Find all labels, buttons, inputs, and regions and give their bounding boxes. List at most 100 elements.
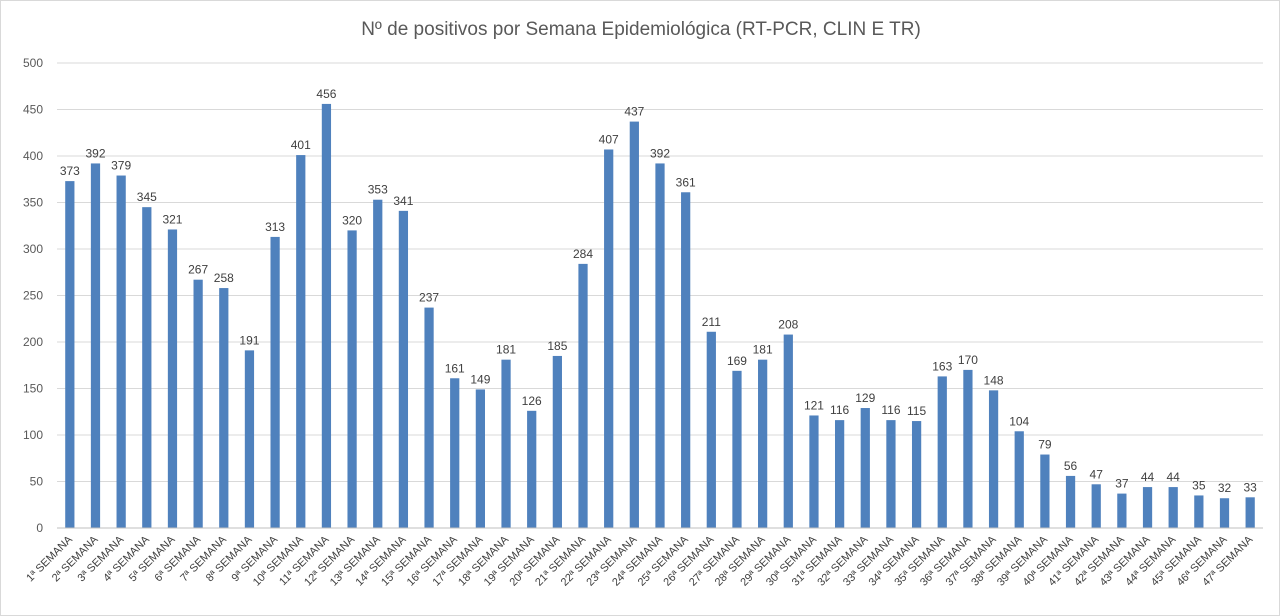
bar [1065,475,1076,528]
bar [244,350,255,528]
bar [1091,484,1101,528]
data-label: 32 [1218,481,1232,495]
data-label: 116 [830,403,849,417]
y-tick-label: 400 [23,149,43,163]
bar [398,210,409,528]
bar [988,390,999,528]
bar [758,359,768,528]
data-label: 456 [316,87,336,101]
bar [450,378,460,528]
data-label: 208 [778,318,798,332]
data-label: 163 [932,359,952,373]
bar [1142,487,1153,528]
y-axis-ticks: 0 50 100 150 200 250 300 350 400 450 500 [23,56,43,535]
bar [1194,495,1204,528]
y-tick-label: 300 [23,242,43,256]
data-label: 284 [573,247,593,261]
y-tick-label: 500 [23,56,43,70]
data-label: 320 [342,213,362,227]
data-label: 191 [239,333,259,347]
data-label: 267 [188,263,208,277]
bar [834,420,845,528]
y-tick-label: 100 [23,428,43,442]
bar [424,307,434,528]
data-label: 181 [753,343,773,357]
data-labels: 3733923793453212672581913134014563203533… [60,87,1257,495]
data-label: 37 [1115,477,1129,491]
bar [578,263,588,528]
data-label: 211 [702,315,721,329]
data-label: 373 [60,164,80,178]
bar [347,230,357,528]
data-label: 44 [1167,470,1181,484]
bar [1168,487,1178,528]
data-label: 149 [470,372,490,386]
bar [270,236,280,528]
data-label: 237 [419,291,439,305]
y-tick-label: 450 [23,103,43,117]
chart-title: Nº de positivos por Semana Epidemiológic… [361,19,921,40]
data-label: 121 [804,398,824,412]
bar [167,229,178,528]
bar [886,420,896,528]
bar [475,389,486,528]
data-label: 148 [984,373,1004,387]
bar [937,376,947,528]
bar [1117,493,1127,528]
bar [655,163,665,528]
bar [219,288,229,528]
data-label: 392 [85,146,105,160]
data-label: 392 [650,146,670,160]
y-tick-label: 350 [23,196,43,210]
bar [783,334,793,528]
data-label: 361 [676,175,696,189]
data-label: 185 [547,339,567,353]
bar [681,192,691,528]
data-label: 44 [1141,470,1155,484]
bar [527,410,537,528]
bar [706,331,716,528]
bar [296,155,306,528]
bar [1040,454,1050,528]
data-label: 379 [111,159,131,173]
bar [732,370,742,528]
data-label: 115 [907,404,926,418]
bar [193,279,203,528]
data-label: 79 [1038,438,1052,452]
bar [629,121,639,528]
bar [860,408,870,528]
y-tick-label: 200 [23,335,43,349]
bar [321,103,332,529]
bar [116,175,126,528]
bar [142,207,152,528]
bar [90,163,101,528]
data-label: 169 [727,354,747,368]
data-label: 181 [496,343,516,357]
data-label: 401 [291,138,311,152]
data-label: 35 [1192,478,1206,492]
data-label: 126 [522,394,542,408]
data-label: 321 [162,212,182,226]
data-label: 33 [1243,480,1257,494]
data-label: 345 [137,190,157,204]
data-label: 47 [1090,467,1104,481]
data-label: 56 [1064,459,1078,473]
data-label: 341 [393,194,413,208]
data-label: 170 [958,353,978,367]
bar [373,199,383,528]
bar [1014,431,1024,528]
data-label: 104 [1009,414,1029,428]
bar [1245,497,1255,528]
bars [65,103,1255,529]
bar [501,359,511,528]
data-label: 116 [881,403,900,417]
data-label: 437 [624,105,644,119]
y-tick-label: 250 [23,289,43,303]
bar [65,181,75,529]
data-label: 313 [265,220,285,234]
data-label: 258 [214,271,234,285]
data-label: 353 [368,183,388,197]
